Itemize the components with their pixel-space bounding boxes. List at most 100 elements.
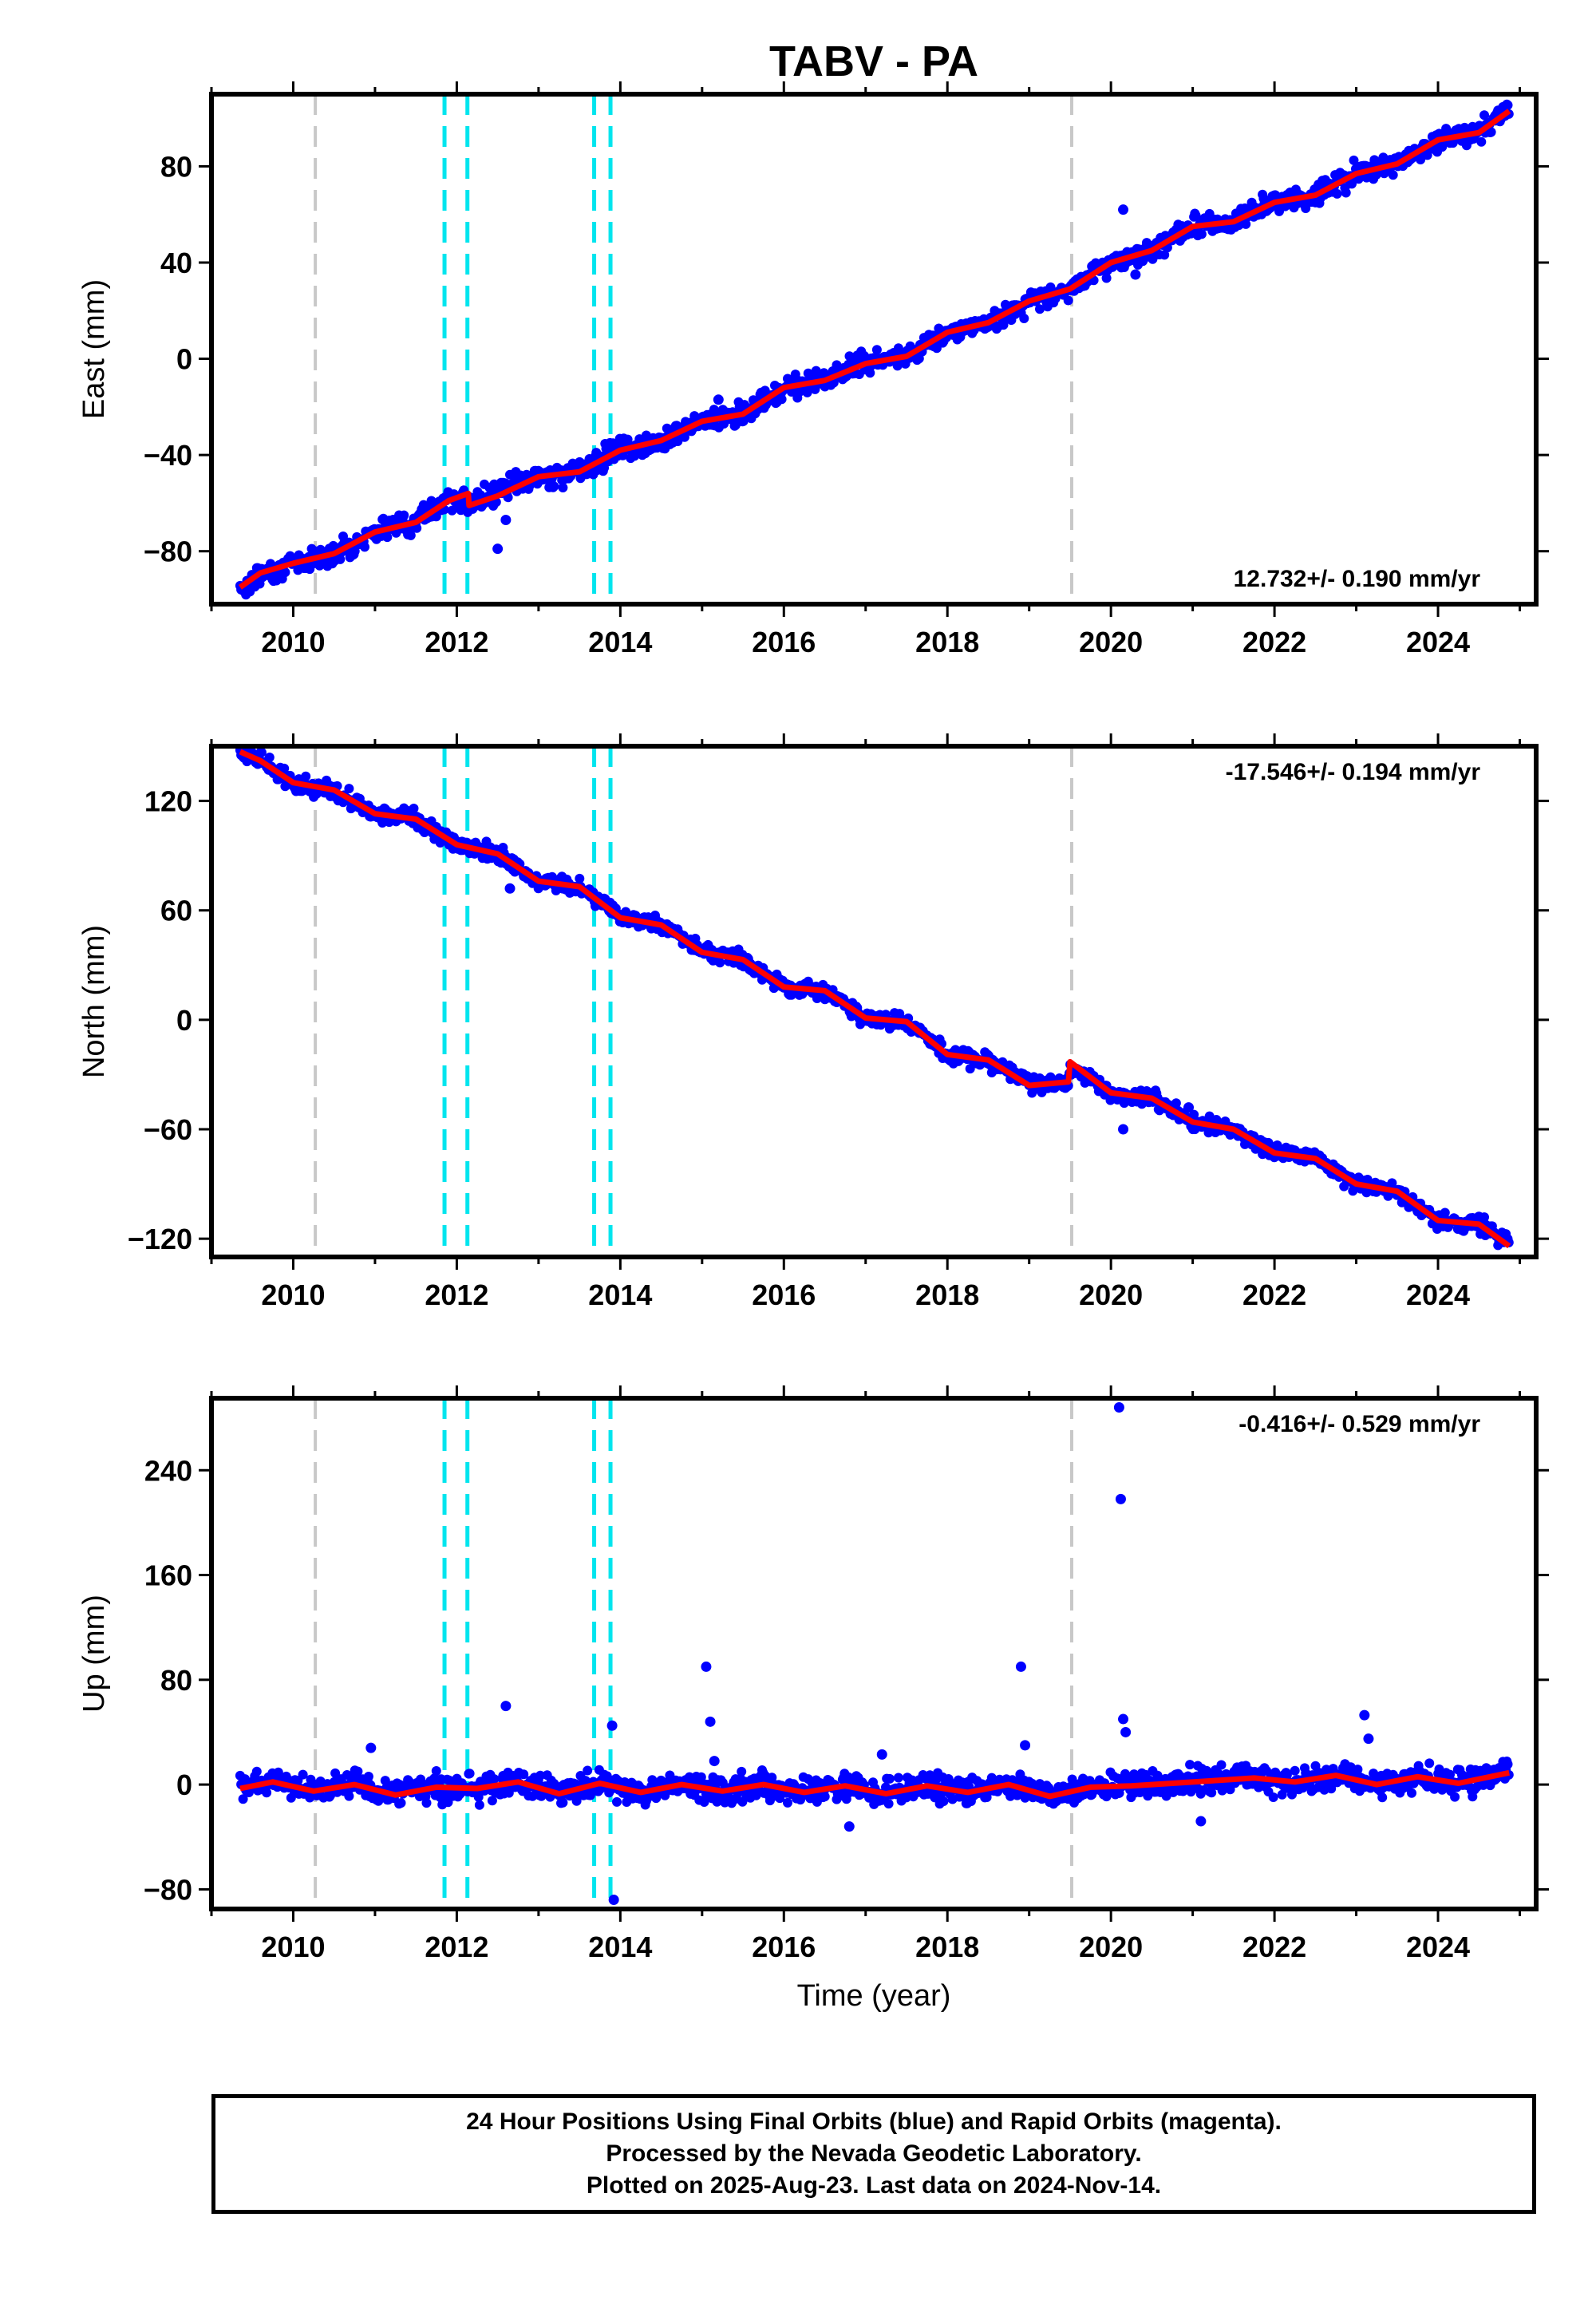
- data-point: [1035, 304, 1045, 314]
- data-point: [1216, 1760, 1227, 1770]
- y-tick-label: 40: [160, 247, 192, 279]
- data-point: [1503, 100, 1513, 110]
- model-fit-line: [239, 749, 1511, 1249]
- data-point: [1207, 1788, 1217, 1798]
- data-point: [399, 510, 409, 520]
- data-point: [487, 1796, 497, 1806]
- outlier-point: [1113, 1401, 1124, 1413]
- model-fit-line: [238, 109, 1511, 590]
- outlier-point: [1118, 1713, 1129, 1725]
- data-point: [380, 1776, 390, 1786]
- data-point: [262, 1788, 272, 1798]
- data-point: [344, 1791, 354, 1801]
- data-point: [938, 1796, 949, 1806]
- outlier-point: [1183, 1102, 1195, 1113]
- x-tick-label: 2010: [261, 626, 325, 658]
- data-point: [342, 1770, 352, 1780]
- caption-box: 24 Hour Positions Using Final Orbits (bl…: [211, 2094, 1536, 2214]
- y-axis-label: Up (mm): [77, 1595, 111, 1713]
- panel-up: 2010 2012 2014 2016 2018 2020 2022 2024 −80 0 80 16…: [77, 1385, 1549, 1963]
- outlier-point: [713, 394, 724, 405]
- x-axis-label: Time (year): [797, 1979, 951, 2013]
- data-point: [558, 483, 568, 492]
- outlier-point: [492, 543, 504, 555]
- data-point: [1349, 155, 1359, 165]
- outlier-point: [500, 1701, 512, 1712]
- outlier-point: [1118, 1124, 1129, 1135]
- data-point: [1191, 211, 1201, 220]
- data-point: [363, 1772, 373, 1781]
- outlier-point: [1359, 1709, 1370, 1721]
- data-point: [776, 394, 787, 405]
- outlier-point: [1015, 1661, 1026, 1672]
- model-fit-line: [239, 1769, 1510, 1800]
- y-tick-label: −120: [128, 1223, 192, 1255]
- data-point: [571, 1796, 582, 1806]
- outlier-point: [500, 515, 512, 526]
- data-point: [301, 771, 311, 781]
- data-point: [431, 1766, 441, 1776]
- outlier-point: [1020, 1740, 1031, 1751]
- data-point: [696, 1772, 706, 1782]
- y-tick-label: −40: [144, 439, 192, 472]
- data-point: [535, 1770, 546, 1780]
- x-tick-label: 2014: [588, 1931, 652, 1963]
- outlier-point: [606, 1720, 618, 1731]
- data-point: [1377, 1792, 1388, 1803]
- series-daily-positions: [235, 99, 1514, 600]
- data-point: [1101, 273, 1112, 283]
- y-tick-label: 0: [176, 1769, 192, 1801]
- outlier-point: [608, 1895, 619, 1906]
- data-point: [298, 1769, 308, 1780]
- data-point: [612, 1796, 622, 1807]
- rate-label: -0.416+/- 0.529 mm/yr: [1238, 1411, 1480, 1437]
- y-tick-label: 60: [160, 895, 192, 927]
- data-point: [421, 1798, 432, 1808]
- x-tick-label: 2022: [1242, 1279, 1306, 1311]
- x-tick-label: 2018: [915, 626, 979, 658]
- data-point: [1479, 110, 1489, 121]
- outlier-point: [843, 1821, 855, 1832]
- data-point: [330, 1768, 341, 1778]
- data-point: [382, 532, 393, 543]
- data-point: [344, 784, 354, 794]
- data-point: [884, 1773, 895, 1784]
- data-point: [489, 1774, 500, 1784]
- data-point: [1185, 1760, 1195, 1770]
- data-point: [715, 958, 725, 968]
- y-axis-label: North (mm): [77, 925, 111, 1078]
- x-tick-label: 2014: [588, 626, 652, 658]
- data-point: [583, 1765, 593, 1776]
- y-tick-label: 0: [176, 343, 192, 376]
- x-tick-label: 2022: [1242, 626, 1306, 658]
- data-point: [737, 1766, 747, 1777]
- data-point: [1387, 1178, 1397, 1188]
- outlier-point: [504, 883, 516, 894]
- y-tick-label: −60: [144, 1113, 192, 1146]
- x-tick-label: 2010: [261, 1279, 325, 1311]
- data-point: [871, 345, 882, 355]
- rate-label: 12.732+/- 0.190 mm/yr: [1234, 566, 1481, 592]
- plot-area: [235, 94, 1514, 604]
- outlier-point: [1473, 1211, 1484, 1223]
- x-tick-label: 2020: [1079, 626, 1143, 658]
- x-tick-label: 2024: [1406, 1931, 1470, 1963]
- data-point: [1196, 229, 1207, 239]
- data-point: [820, 1792, 830, 1802]
- x-tick-label: 2024: [1406, 1279, 1470, 1311]
- x-tick-label: 2014: [588, 1279, 652, 1311]
- x-tick-label: 2024: [1406, 626, 1470, 658]
- x-tick-label: 2016: [752, 626, 816, 658]
- x-tick-label: 2016: [752, 1279, 816, 1311]
- data-point: [519, 1769, 529, 1780]
- data-point: [1388, 170, 1398, 180]
- x-tick-label: 2022: [1242, 1931, 1306, 1963]
- data-point: [907, 1775, 918, 1785]
- data-point: [256, 747, 267, 757]
- data-point: [1476, 136, 1487, 147]
- outlier-point: [701, 1661, 712, 1672]
- data-point: [1332, 188, 1342, 199]
- data-point: [767, 1773, 777, 1783]
- data-point: [1450, 1792, 1460, 1802]
